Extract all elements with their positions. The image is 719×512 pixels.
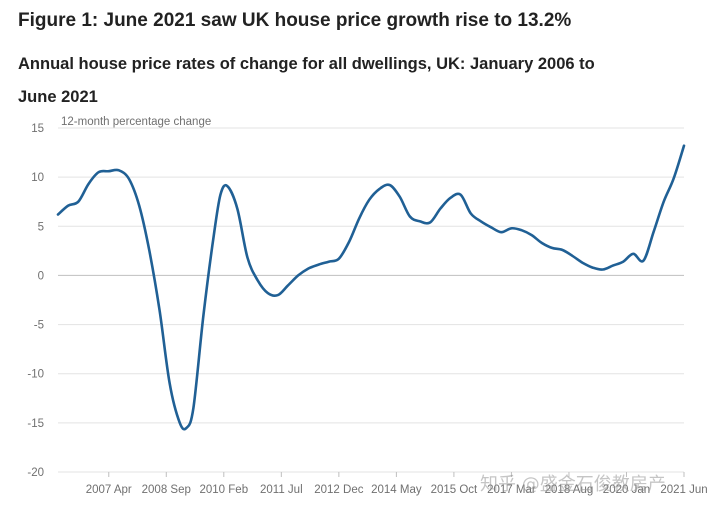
x-tick-label: 2014 May: [371, 484, 422, 496]
watermark-text: 知乎 @盛金石俊教房产: [480, 474, 666, 495]
grid-lines: [58, 127, 684, 473]
x-tick-label: 2010 Feb: [200, 484, 249, 496]
x-axis-ticks: 2007 Apr 2008 Sep 2010 Feb 2011 Jul 2012 Dec…: [86, 472, 708, 496]
y-axis-ticks: 15 10 5 0 -5 -10 -15 -20: [27, 123, 44, 479]
series-line: [56, 144, 686, 431]
y-tick-label: -20: [27, 467, 44, 479]
x-tick-label: 2021 Jun: [660, 484, 707, 496]
y-tick-label: 0: [38, 270, 44, 282]
x-tick-label: 2011 Jul: [260, 484, 303, 496]
x-tick-label: 2008 Sep: [142, 484, 191, 496]
y-tick-label: -10: [27, 369, 44, 381]
x-tick-label: 2007 Apr: [86, 484, 132, 496]
x-tick-label: 2018 Aug: [545, 484, 594, 496]
x-tick-label: 2020 Jan: [603, 484, 650, 496]
x-tick-label: 2012 Dec: [314, 484, 363, 496]
x-tick-label: 2015 Oct: [431, 484, 478, 496]
y-axis-label: 12-month percentage change: [61, 116, 211, 128]
y-tick-label: 10: [31, 172, 44, 184]
y-tick-label: 5: [38, 221, 44, 233]
figure-title: Figure 1: June 2021 saw UK house price g…: [18, 10, 572, 31]
y-tick-label: -5: [34, 320, 44, 332]
chart-subtitle: Annual house price rates of change for a…: [18, 55, 595, 106]
x-tick-label: 2017 Mar: [487, 484, 536, 496]
y-tick-label: -15: [27, 418, 44, 430]
y-tick-label: 15: [31, 123, 44, 135]
